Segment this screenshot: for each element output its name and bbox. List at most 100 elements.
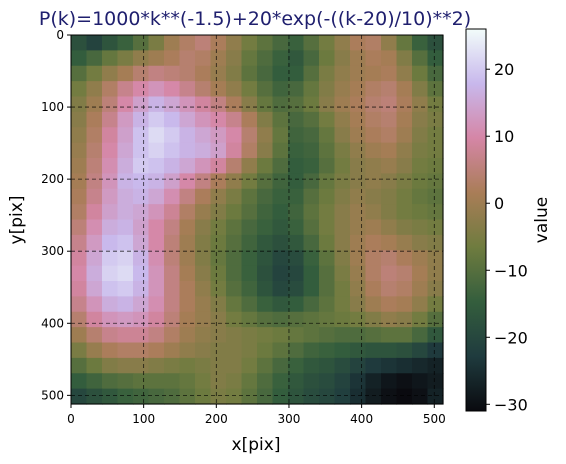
heatmap-cell: [350, 173, 367, 190]
grid-lines: [71, 35, 443, 404]
heatmap-cell: [412, 342, 429, 359]
heatmap-cell: [210, 296, 227, 313]
heatmap-cell: [179, 327, 196, 344]
heatmap-cell: [179, 65, 196, 82]
heatmap-cell: [71, 311, 88, 328]
heatmap-cell: [396, 111, 413, 128]
heatmap-cell: [319, 219, 336, 236]
heatmap-cell: [381, 250, 398, 267]
heatmap-cell: [102, 311, 119, 328]
heatmap-cell: [210, 96, 227, 113]
y-tick-label: 300: [41, 244, 64, 258]
heatmap-cell: [257, 357, 274, 374]
heatmap-cell: [117, 142, 134, 159]
heatmap-cell: [195, 388, 212, 405]
heatmap-cell: [241, 65, 258, 82]
heatmap-cell: [117, 65, 134, 82]
heatmap-cell: [102, 265, 119, 282]
heatmap-cell: [396, 65, 413, 82]
heatmap-cell: [272, 204, 289, 221]
heatmap-cell: [71, 111, 88, 128]
heatmap-cell: [102, 388, 119, 405]
heatmap-cell: [427, 219, 444, 236]
heatmap-cell: [303, 357, 320, 374]
heatmap-cell: [210, 342, 227, 359]
heatmap-cell: [226, 373, 243, 390]
heatmap-cell: [179, 158, 196, 174]
heatmap-cell: [133, 65, 150, 82]
heatmap-cell: [71, 96, 88, 113]
heatmap-cell: [226, 65, 243, 82]
heatmap-cell: [71, 35, 88, 51]
heatmap-cell: [303, 50, 320, 67]
heatmap-cell: [257, 35, 274, 51]
heatmap-cell: [365, 388, 382, 405]
heatmap-cell: [334, 50, 351, 67]
heatmap-cell: [427, 50, 444, 67]
heatmap-cell: [86, 388, 103, 405]
heatmap-cell: [148, 388, 165, 405]
heatmap-cell: [210, 127, 227, 144]
heatmap-cell: [133, 142, 150, 159]
heatmap-cell: [350, 311, 367, 328]
heatmap-cell: [288, 204, 305, 221]
heatmap-cell: [396, 327, 413, 344]
heatmap-cell: [195, 188, 212, 205]
heatmap-cell: [303, 327, 320, 344]
heatmap-cell: [334, 311, 351, 328]
heatmap-cell: [241, 111, 258, 128]
heatmap-cell: [303, 219, 320, 236]
heatmap-cell: [164, 234, 181, 251]
heatmap-cell: [226, 219, 243, 236]
heatmap-cell: [396, 81, 413, 98]
heatmap-cell: [334, 265, 351, 282]
heatmap-cell: [71, 188, 88, 205]
heatmap-cell: [117, 50, 134, 67]
heatmap-cell: [210, 142, 227, 159]
heatmap-cell: [117, 188, 134, 205]
heatmap-cell: [412, 35, 429, 51]
heatmap-cell: [102, 327, 119, 344]
heatmap-cell: [272, 311, 289, 328]
heatmap-cell: [412, 373, 429, 390]
heatmap-cell: [396, 388, 413, 405]
heatmap-cell: [179, 96, 196, 113]
heatmap-cell: [334, 327, 351, 344]
heatmap-cell: [350, 373, 367, 390]
heatmap-cell: [148, 50, 165, 67]
heatmap-cell: [241, 173, 258, 190]
heatmap-cells: [71, 35, 444, 405]
heatmap-cell: [241, 357, 258, 374]
heatmap-cell: [195, 357, 212, 374]
heatmap-cell: [86, 142, 103, 159]
heatmap-cell: [365, 357, 382, 374]
heatmap-cell: [241, 342, 258, 359]
heatmap-cell: [117, 96, 134, 113]
heatmap-cell: [117, 327, 134, 344]
heatmap-cell: [427, 204, 444, 221]
heatmap-cell: [226, 265, 243, 282]
heatmap-cell: [303, 158, 320, 174]
heatmap-cell: [133, 281, 150, 297]
heatmap-cell: [179, 173, 196, 190]
heatmap-cell: [86, 35, 103, 51]
heatmap-cell: [303, 35, 320, 51]
heatmap-cell: [226, 281, 243, 297]
heatmap-cell: [195, 173, 212, 190]
heatmap-cell: [412, 281, 429, 297]
heatmap-cell: [319, 65, 336, 82]
heatmap-cell: [396, 173, 413, 190]
heatmap-cell: [195, 111, 212, 128]
heatmap-cell: [381, 234, 398, 251]
heatmap-cell: [288, 327, 305, 344]
heatmap-cell: [288, 265, 305, 282]
heatmap-cell: [179, 219, 196, 236]
heatmap-cell: [334, 219, 351, 236]
heatmap-cell: [86, 219, 103, 236]
heatmap-cell: [427, 342, 444, 359]
heatmap-cell: [148, 158, 165, 174]
heatmap-cell: [148, 357, 165, 374]
heatmap-cell: [334, 173, 351, 190]
heatmap-cell: [195, 296, 212, 313]
heatmap-cell: [427, 281, 444, 297]
